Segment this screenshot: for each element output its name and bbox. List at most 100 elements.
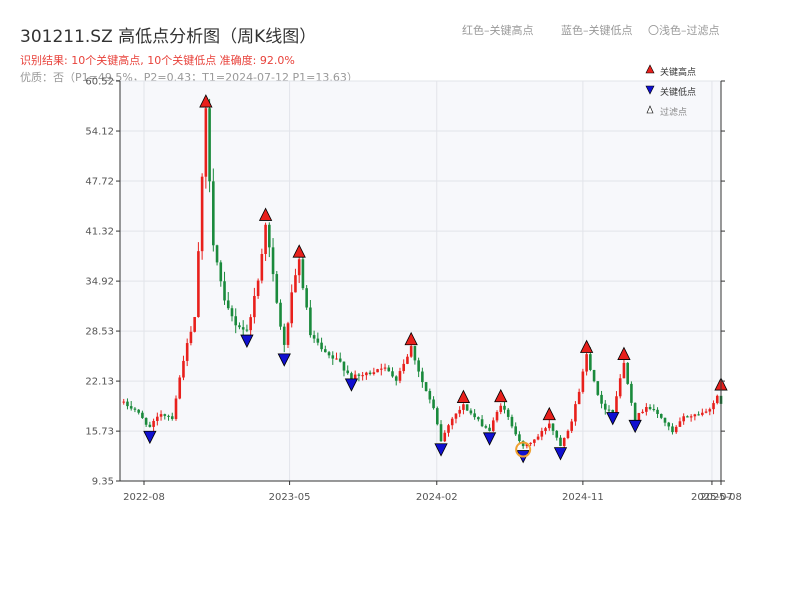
candle	[185, 338, 189, 367]
candle	[279, 299, 282, 330]
candle	[365, 371, 368, 380]
legend-top-red: 红色–关键高点	[462, 24, 534, 37]
candle	[361, 371, 364, 381]
candle	[212, 168, 215, 252]
key-low-marker	[143, 430, 157, 445]
candle	[656, 407, 659, 418]
candle	[324, 345, 327, 353]
x-tick-label: 2023-05	[269, 492, 311, 503]
candle	[566, 429, 570, 440]
candle	[648, 404, 652, 411]
key-high-marker	[199, 94, 213, 108]
candle	[596, 381, 600, 396]
candle	[652, 404, 656, 412]
candle	[215, 244, 219, 266]
candle	[600, 390, 603, 409]
candle	[316, 332, 320, 346]
candle	[562, 437, 566, 449]
candle	[178, 375, 182, 400]
candle	[122, 398, 126, 405]
candle	[641, 409, 644, 414]
candle	[264, 222, 267, 261]
markers	[143, 94, 728, 464]
candle	[529, 442, 532, 446]
candle	[540, 427, 544, 441]
candle	[510, 414, 514, 429]
candle	[170, 412, 174, 421]
candle	[622, 359, 626, 379]
x-tick-label: 2024-11	[562, 492, 604, 503]
candle	[615, 391, 618, 416]
candle	[238, 322, 241, 330]
candle	[294, 268, 297, 293]
candle	[148, 421, 152, 428]
candle	[152, 418, 155, 431]
key-low-marker	[482, 432, 497, 446]
candle	[465, 404, 469, 412]
candle	[458, 406, 461, 418]
candle	[327, 350, 331, 359]
candle	[555, 430, 559, 441]
legend-low-icon	[645, 85, 655, 95]
y-tick-label: 34.92	[85, 277, 114, 288]
candle	[268, 222, 271, 258]
y-tick-label: 41.32	[85, 227, 114, 238]
candle	[533, 439, 536, 447]
candle	[126, 398, 129, 410]
marker-legend: 关键高点 关键低点 过滤点	[645, 64, 696, 118]
candle	[163, 413, 167, 420]
candle	[618, 374, 622, 399]
candle	[514, 422, 517, 436]
candle	[671, 423, 674, 435]
candle	[189, 326, 193, 346]
candle	[447, 423, 450, 437]
candle	[659, 413, 663, 420]
candle	[480, 415, 484, 428]
candle	[275, 271, 279, 305]
candle	[129, 401, 133, 411]
candle	[484, 424, 488, 429]
candle	[443, 430, 447, 443]
candle	[159, 410, 163, 421]
legend-high-icon	[645, 64, 655, 74]
candle	[450, 416, 454, 430]
key-high-marker	[456, 389, 471, 403]
candle	[439, 420, 443, 442]
candle	[230, 305, 234, 322]
candle	[297, 256, 301, 284]
candle	[383, 363, 387, 372]
candle	[697, 411, 700, 416]
candle	[312, 330, 316, 343]
candle	[144, 417, 148, 427]
candle	[200, 173, 204, 260]
candle	[701, 408, 704, 417]
candle	[454, 413, 458, 424]
candle	[585, 352, 588, 376]
key-low-marker	[277, 353, 291, 367]
candle	[428, 388, 432, 404]
candle	[346, 365, 350, 375]
candle	[193, 316, 196, 333]
candle	[372, 367, 376, 376]
y-tick-label: 22.13	[85, 377, 114, 388]
candle	[338, 352, 342, 363]
candle	[137, 409, 140, 415]
key-low-marker	[553, 447, 568, 461]
x-tick-label: 2024-02	[416, 492, 458, 503]
candle	[544, 426, 547, 435]
candle	[432, 396, 435, 410]
candle	[391, 367, 394, 378]
key-high-marker	[542, 406, 556, 421]
candle	[245, 324, 249, 333]
candle	[435, 406, 439, 426]
candle	[282, 323, 286, 353]
candle	[335, 352, 338, 360]
candles	[122, 98, 723, 449]
candle	[387, 365, 391, 372]
candle	[603, 400, 607, 415]
candle	[342, 361, 346, 377]
candle	[469, 408, 473, 416]
candle	[301, 254, 305, 291]
candle	[574, 401, 577, 426]
candle	[462, 403, 465, 415]
